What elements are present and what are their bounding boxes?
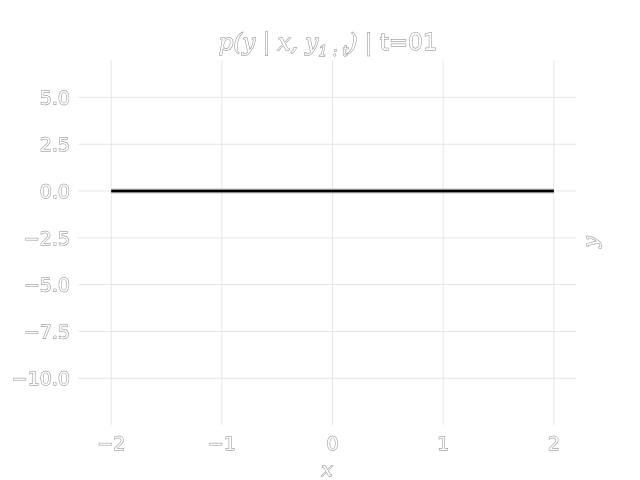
chart-title: p(y | x, y1 : t) | t=01 <box>219 30 438 60</box>
x-tick-labels: −2 −1 0 1 2 <box>97 433 561 456</box>
y-tick-label: 2.5 <box>40 134 70 156</box>
chart-title-close: ) <box>347 30 357 56</box>
x-tick-label: −2 <box>97 433 125 455</box>
y-tick-label: −2.5 <box>24 228 70 250</box>
y-tick-label: −10.0 <box>12 368 70 390</box>
x-tick-label: 0 <box>326 433 338 455</box>
grid-lines <box>78 60 576 425</box>
chart-title-subscript: 1 : t <box>318 42 349 60</box>
chart-title-suffix: | t=01 <box>357 30 437 56</box>
x-tick-label: 1 <box>437 433 449 455</box>
y-tick-label: 0.0 <box>40 181 70 203</box>
y-tick-label: −5.0 <box>24 275 70 297</box>
y-tick-label: 5.0 <box>40 87 70 109</box>
x-axis-label: x <box>321 457 332 480</box>
x-tick-label: −1 <box>208 433 236 455</box>
x-tick-label: 2 <box>548 433 560 455</box>
y-tick-label: −7.5 <box>24 321 70 343</box>
y-tick-labels: 5.0 2.5 0.0 −2.5 −5.0 −7.5 −10.0 <box>11 87 70 391</box>
chart-title-math: p(y | x, y <box>219 30 320 56</box>
y-axis-label: y <box>578 236 602 249</box>
